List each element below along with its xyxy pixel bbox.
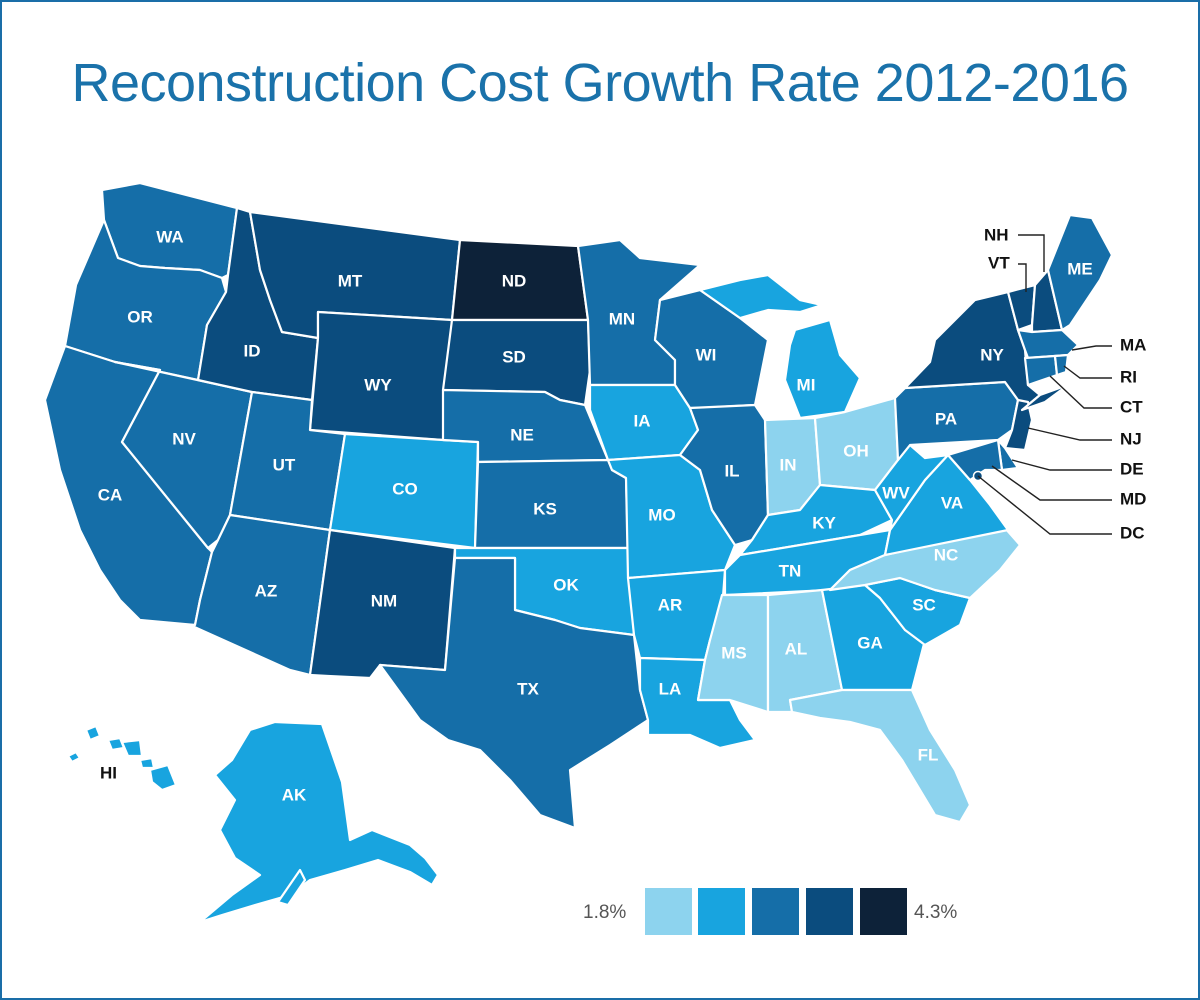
leader-md bbox=[991, 465, 1112, 501]
label-ca: CA bbox=[98, 485, 123, 504]
legend-swatch-5 bbox=[860, 888, 907, 935]
hi-island-6 bbox=[148, 763, 178, 792]
label-ks: KS bbox=[533, 499, 557, 518]
callouts: NH VT MA RI CT NJ DE MD DC HI bbox=[100, 225, 1146, 782]
state-ak[interactable] bbox=[198, 720, 440, 924]
label-mo: MO bbox=[648, 505, 675, 524]
leader-dc bbox=[977, 475, 1112, 535]
label-hi: HI bbox=[100, 763, 117, 782]
legend-swatch-2 bbox=[698, 888, 745, 935]
label-al: AL bbox=[785, 639, 808, 658]
label-ut: UT bbox=[273, 455, 296, 474]
hi-island-1 bbox=[66, 750, 82, 764]
label-nj: NJ bbox=[1120, 429, 1142, 448]
state-nj[interactable] bbox=[1003, 398, 1034, 452]
legend-swatch-1 bbox=[645, 888, 692, 935]
label-nc: NC bbox=[934, 545, 959, 564]
state-ny-long-island[interactable] bbox=[1020, 383, 1070, 412]
label-ri: RI bbox=[1120, 367, 1137, 386]
label-nv: NV bbox=[172, 429, 196, 448]
label-az: AZ bbox=[255, 581, 278, 600]
label-sc: SC bbox=[912, 595, 936, 614]
label-pa: PA bbox=[935, 409, 957, 428]
state-ak-islands[interactable] bbox=[276, 868, 307, 907]
state-ct[interactable] bbox=[1023, 354, 1059, 387]
leader-de bbox=[1011, 459, 1112, 471]
label-in: IN bbox=[780, 455, 797, 474]
label-ma: MA bbox=[1120, 335, 1146, 354]
label-nd: ND bbox=[502, 271, 527, 290]
label-fl: FL bbox=[918, 745, 939, 764]
label-ne: NE bbox=[510, 425, 534, 444]
legend-swatch-3 bbox=[752, 888, 799, 935]
label-wi: WI bbox=[696, 345, 717, 364]
state-ri[interactable] bbox=[1053, 353, 1070, 377]
label-ar: AR bbox=[658, 595, 683, 614]
label-ms: MS bbox=[721, 643, 747, 662]
label-vt: VT bbox=[988, 253, 1010, 272]
state-hi[interactable] bbox=[66, 724, 178, 792]
label-or: OR bbox=[127, 307, 153, 326]
leader-ri bbox=[1063, 365, 1112, 379]
state-mi[interactable] bbox=[783, 318, 862, 420]
label-de: DE bbox=[1120, 459, 1144, 478]
label-sd: SD bbox=[502, 347, 526, 366]
label-mt: MT bbox=[338, 271, 363, 290]
leader-nh bbox=[1018, 234, 1045, 272]
label-oh: OH bbox=[843, 441, 869, 460]
leader-vt bbox=[1018, 263, 1027, 292]
label-nh: NH bbox=[984, 225, 1009, 244]
label-ky: KY bbox=[812, 513, 836, 532]
label-id: ID bbox=[244, 341, 261, 360]
legend-min-label: 1.8% bbox=[583, 902, 627, 923]
label-mi: MI bbox=[797, 375, 816, 394]
state-labels: WA OR CA NV ID MT WY UT AZ CO NM ND SD N… bbox=[98, 227, 1093, 804]
legend-swatch-4 bbox=[806, 888, 853, 935]
label-dc: DC bbox=[1120, 523, 1145, 542]
label-wv: WV bbox=[882, 483, 910, 502]
label-co: CO bbox=[392, 479, 418, 498]
leader-ct bbox=[1049, 375, 1112, 409]
state-md[interactable] bbox=[946, 438, 1004, 482]
state-tx[interactable] bbox=[378, 556, 650, 830]
label-ny: NY bbox=[980, 345, 1004, 364]
label-wa: WA bbox=[156, 227, 183, 246]
label-nm: NM bbox=[371, 591, 397, 610]
label-ak: AK bbox=[282, 785, 307, 804]
hi-island-5 bbox=[138, 756, 156, 770]
label-ia: IA bbox=[634, 411, 651, 430]
state-me[interactable] bbox=[1046, 213, 1114, 332]
leader-nj bbox=[1027, 427, 1112, 441]
state-mi-upper[interactable] bbox=[698, 273, 824, 320]
legend-max-label: 4.3% bbox=[914, 902, 958, 923]
label-mn: MN bbox=[609, 309, 635, 328]
hi-island-3 bbox=[106, 736, 126, 752]
state-ma[interactable] bbox=[1016, 328, 1080, 360]
label-me: ME bbox=[1067, 259, 1093, 278]
label-ga: GA bbox=[857, 633, 883, 652]
label-va: VA bbox=[941, 493, 963, 512]
label-tx: TX bbox=[517, 679, 539, 698]
label-ct: CT bbox=[1120, 397, 1143, 416]
hi-island-4 bbox=[120, 738, 144, 758]
label-md: MD bbox=[1120, 489, 1146, 508]
label-tn: TN bbox=[779, 561, 802, 580]
label-ok: OK bbox=[553, 575, 579, 594]
label-il: IL bbox=[724, 461, 739, 480]
map-title: Reconstruction Cost Growth Rate 2012-201… bbox=[71, 53, 1129, 113]
state-fl[interactable] bbox=[788, 688, 972, 824]
label-wy: WY bbox=[364, 375, 392, 394]
leader-ma bbox=[1071, 345, 1112, 351]
hi-island-2 bbox=[84, 724, 102, 742]
label-la: LA bbox=[659, 679, 682, 698]
state-il[interactable] bbox=[678, 403, 770, 547]
